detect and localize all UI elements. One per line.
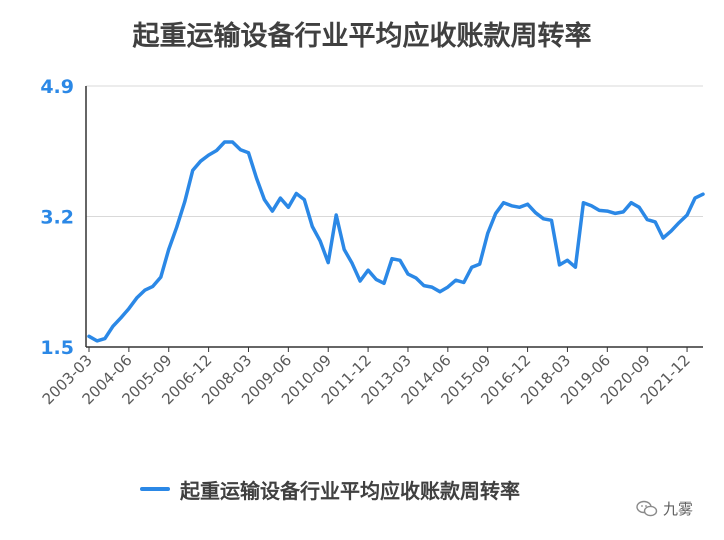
data-point [510, 204, 513, 207]
data-point [486, 232, 489, 235]
data-point [494, 212, 497, 215]
data-point [630, 201, 633, 204]
data-point [303, 198, 306, 201]
data-point [327, 261, 330, 264]
data-point [414, 276, 418, 280]
data-point [669, 229, 673, 233]
data-point [103, 337, 107, 340]
y-tick-label: 3.2 [40, 207, 74, 229]
data-point [478, 262, 481, 266]
line-chart: 1.5 3.2 4.9 2003-032004-062005-092006-1220… [39, 76, 705, 408]
data-point [350, 262, 354, 265]
data-point [422, 284, 426, 287]
data-point [143, 288, 147, 292]
data-point [590, 204, 593, 207]
y-axis: 1.5 3.2 4.9 [40, 76, 87, 359]
watermark: 九雾 [636, 498, 693, 519]
data-point [390, 257, 394, 260]
data-point [701, 193, 705, 196]
data-point [638, 206, 641, 209]
data-point [470, 265, 473, 269]
data-point [342, 248, 346, 251]
data-point [191, 169, 194, 172]
chart-title: 起重运输设备行业平均应收账款周转率 [132, 21, 592, 52]
watermark-text: 九雾 [663, 500, 694, 518]
y-tick-label: 1.5 [40, 337, 74, 359]
data-point [111, 325, 115, 328]
data-point [614, 212, 617, 215]
data-point [151, 285, 154, 288]
data-point [645, 218, 649, 221]
x-axis: 2003-032004-062005-092006-122008-032009-… [39, 346, 703, 408]
data-point [263, 198, 266, 201]
data-point [542, 217, 545, 221]
data-point [406, 272, 410, 276]
data-point [693, 196, 697, 200]
data-point [366, 269, 370, 272]
data-point [271, 209, 274, 213]
data-point [334, 213, 338, 217]
gridlines [86, 85, 703, 217]
data-point [430, 285, 434, 289]
legend-label: 起重运输设备行业平均应收账款周转率 [180, 478, 520, 503]
data-point [279, 196, 282, 200]
data-point [622, 210, 625, 214]
data-point [677, 221, 681, 224]
data-point [574, 265, 577, 269]
wechat-icon [636, 500, 658, 516]
data-point [438, 290, 442, 293]
data-point [127, 307, 131, 310]
data-point [653, 220, 657, 224]
data-point [598, 209, 601, 212]
data-point [159, 275, 162, 279]
data-point [558, 263, 561, 267]
data-point [95, 339, 99, 343]
data-point [685, 213, 689, 217]
data-point [462, 281, 465, 284]
data-point [311, 225, 314, 228]
data-point [319, 239, 322, 243]
data-point [502, 201, 505, 204]
data-point [215, 149, 218, 152]
series-layer [87, 140, 705, 343]
data-point [606, 209, 609, 213]
data-point [526, 203, 529, 206]
data-point [135, 296, 139, 300]
data-point [287, 206, 290, 209]
data-point [167, 248, 170, 251]
legend-swatch [140, 487, 170, 491]
data-point [199, 160, 202, 163]
data-point [358, 279, 362, 283]
legend: 起重运输设备行业平均应收账款周转率 [140, 474, 520, 504]
data-point [87, 335, 91, 338]
series-line [87, 140, 705, 343]
data-point [550, 219, 553, 222]
data-point [175, 226, 178, 229]
data-point [231, 140, 234, 144]
data-point [454, 279, 458, 282]
data-point [398, 259, 402, 262]
data-point [183, 200, 186, 204]
data-point [239, 148, 242, 151]
data-point [223, 140, 226, 144]
y-tick-label: 4.9 [40, 76, 74, 98]
data-point [582, 201, 585, 204]
data-point [207, 153, 210, 157]
data-point [534, 211, 537, 214]
data-point [661, 236, 665, 240]
data-point [382, 282, 386, 285]
data-point [295, 192, 298, 195]
data-point [374, 278, 378, 281]
data-point [518, 206, 521, 209]
data-point [247, 151, 250, 154]
data-point [566, 259, 569, 262]
data-point [446, 285, 450, 289]
data-point [255, 176, 258, 180]
data-point [119, 316, 123, 320]
